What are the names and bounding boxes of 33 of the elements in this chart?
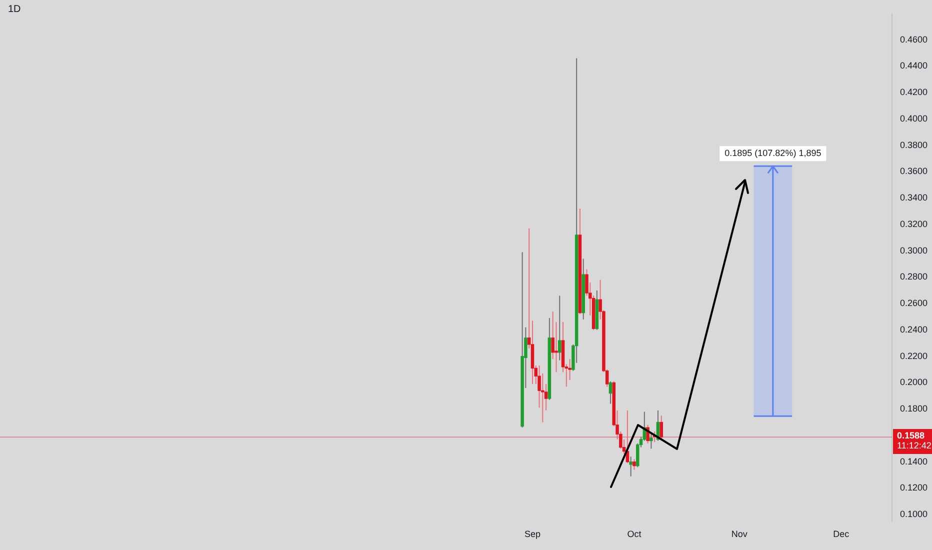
candlestick (660, 415, 663, 442)
y-tick-label: 0.3800 (900, 140, 928, 150)
chart-title: 1D (8, 4, 21, 15)
y-tick-label: 0.2600 (900, 298, 928, 308)
y-tick-label: 0.1400 (900, 456, 928, 466)
candlestick (608, 380, 612, 404)
y-tick-label: 0.2800 (900, 272, 928, 282)
x-tick-label: Dec (833, 529, 850, 540)
y-tick-label: 0.4000 (900, 113, 928, 124)
y-tick-label: 0.1200 (900, 482, 928, 493)
y-tick-label: 0.2200 (900, 350, 928, 361)
y-tick-label: 0.4600 (900, 34, 928, 44)
candlestick (629, 456, 632, 477)
candlestick (554, 322, 558, 373)
x-tick-label: Oct (627, 529, 642, 540)
y-tick-label: 0.2400 (900, 324, 928, 334)
candlestick (558, 295, 562, 361)
y-tick-label: 0.4200 (900, 87, 928, 98)
candlestick (650, 432, 653, 450)
y-tick-label: 0.3200 (900, 218, 928, 229)
y-tick-label: 0.3000 (900, 245, 928, 256)
candlestick (632, 458, 636, 470)
y-tick-label: 0.1800 (900, 404, 928, 414)
band-label: 0.1895 (107.82%) 1,895 (724, 148, 822, 158)
y-tick-label: 0.2000 (900, 377, 928, 388)
text: 11:12:42 (897, 440, 932, 451)
y-tick-label: 0.3600 (900, 166, 928, 176)
y-tick-label: 0.3400 (900, 192, 928, 203)
x-tick-label: Nov (731, 529, 748, 540)
y-tick-label: 0.4400 (900, 60, 928, 71)
ref-line-label: 0.1588 (897, 430, 925, 441)
y-tick-label: 0.1000 (900, 509, 928, 520)
x-tick-label: Sep (524, 529, 540, 540)
